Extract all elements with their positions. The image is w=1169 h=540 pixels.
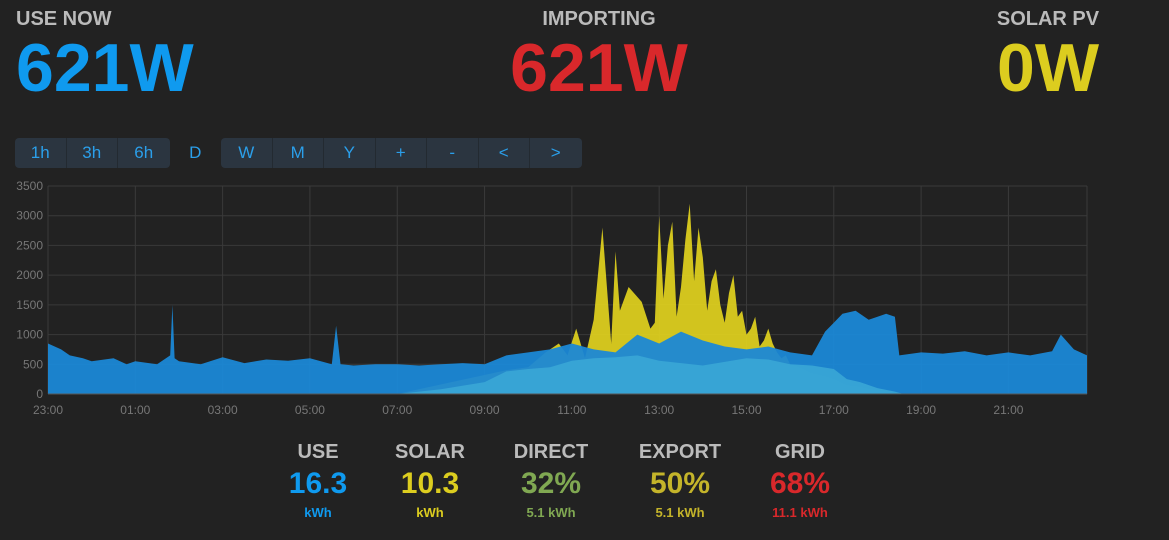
zoom-out-button[interactable]: - bbox=[427, 138, 479, 168]
summary-export-sub: 5.1 kWh bbox=[655, 505, 705, 520]
range-week-button[interactable]: W bbox=[221, 138, 273, 168]
range-month-button[interactable]: M bbox=[272, 138, 324, 168]
x-tick-label: 13:00 bbox=[644, 403, 674, 417]
x-tick-label: 01:00 bbox=[120, 403, 150, 417]
summary-direct-value: 32% bbox=[520, 467, 582, 500]
chart-grid bbox=[47, 185, 1088, 395]
summary-grid-sub: 11.1 kWh bbox=[772, 505, 828, 520]
importing-panel: IMPORTING 621W bbox=[505, 6, 693, 104]
summary-grid-label: GRID bbox=[775, 441, 825, 463]
summary-solar-value: 10.3 bbox=[400, 467, 460, 500]
x-tick-label: 15:00 bbox=[731, 403, 761, 417]
summary-solar-label: SOLAR bbox=[395, 441, 465, 463]
use-now-panel: USE NOW 621W bbox=[16, 6, 194, 104]
y-tick-label: 1500 bbox=[16, 298, 43, 312]
summary-solar-sub: kWh bbox=[416, 505, 444, 520]
direct-area bbox=[397, 355, 904, 394]
x-tick-label: 21:00 bbox=[993, 403, 1023, 417]
summary-direct-sub: 5.1 kWh bbox=[526, 505, 576, 520]
range-year-button[interactable]: Y bbox=[324, 138, 376, 168]
use-now-value: 621W bbox=[16, 30, 194, 106]
range-day-button[interactable]: D bbox=[189, 143, 202, 162]
zoom-in-button[interactable]: + bbox=[375, 138, 427, 168]
x-tick-label: 09:00 bbox=[470, 403, 500, 417]
summary-use-value: 16.3 bbox=[288, 467, 348, 500]
range-1h-button[interactable]: 1h bbox=[15, 138, 67, 168]
solar-pv-label: SOLAR PV bbox=[996, 8, 1100, 30]
y-tick-label: 2000 bbox=[16, 268, 43, 282]
summary-solar: SOLAR 10.3 kWh bbox=[375, 440, 485, 522]
importing-label: IMPORTING bbox=[542, 8, 656, 30]
range-3h-button[interactable]: 3h bbox=[66, 138, 118, 168]
pan-left-button[interactable]: < bbox=[478, 138, 530, 168]
y-tick-label: 3500 bbox=[16, 179, 43, 193]
pan-right-button[interactable]: > bbox=[530, 138, 582, 168]
y-tick-label: 2500 bbox=[16, 238, 43, 252]
solar-pv-value: 0W bbox=[997, 30, 1099, 106]
summary-use-sub: kWh bbox=[304, 505, 332, 520]
use-now-label: USE NOW bbox=[16, 8, 112, 30]
x-tick-label: 23:00 bbox=[33, 403, 63, 417]
summary-export-label: EXPORT bbox=[638, 441, 722, 463]
solar-pv-panel: SOLAR PV 0W bbox=[960, 6, 1136, 104]
summary-direct: DIRECT 32% 5.1 kWh bbox=[496, 440, 606, 522]
time-range-toolbar: 1h 3h 6h D W M Y + - < > bbox=[15, 138, 582, 168]
y-tick-label: 1000 bbox=[16, 328, 43, 342]
summary-grid-value: 68% bbox=[769, 467, 831, 500]
chart-series bbox=[48, 203, 1087, 394]
x-tick-label: 17:00 bbox=[819, 403, 849, 417]
y-tick-label: 0 bbox=[36, 387, 43, 401]
y-tick-label: 3000 bbox=[16, 209, 43, 223]
summary-export-value: 50% bbox=[649, 467, 711, 500]
x-tick-label: 07:00 bbox=[382, 403, 412, 417]
summary-export: EXPORT 50% 5.1 kWh bbox=[625, 440, 735, 522]
summary-use-label: USE bbox=[297, 441, 339, 463]
importing-value: 621W bbox=[510, 30, 688, 106]
summary-use: USE 16.3 kWh bbox=[263, 440, 373, 522]
chart-axes: 0 500 1000 1500 2000 2500 3000 3500 23:00 01:00 03… bbox=[16, 179, 1087, 417]
y-tick-label: 500 bbox=[23, 357, 43, 371]
range-6h-button[interactable]: 6h bbox=[118, 138, 170, 168]
x-tick-label: 05:00 bbox=[295, 403, 325, 417]
x-tick-label: 03:00 bbox=[208, 403, 238, 417]
x-tick-label: 11:00 bbox=[557, 403, 586, 417]
summary-grid: GRID 68% 11.1 kWh bbox=[745, 440, 855, 522]
power-chart[interactable]: 0 500 1000 1500 2000 2500 3000 3500 23:00 01:00 03… bbox=[0, 176, 1169, 426]
summary-direct-label: DIRECT bbox=[513, 441, 589, 463]
x-tick-label: 19:00 bbox=[906, 403, 936, 417]
